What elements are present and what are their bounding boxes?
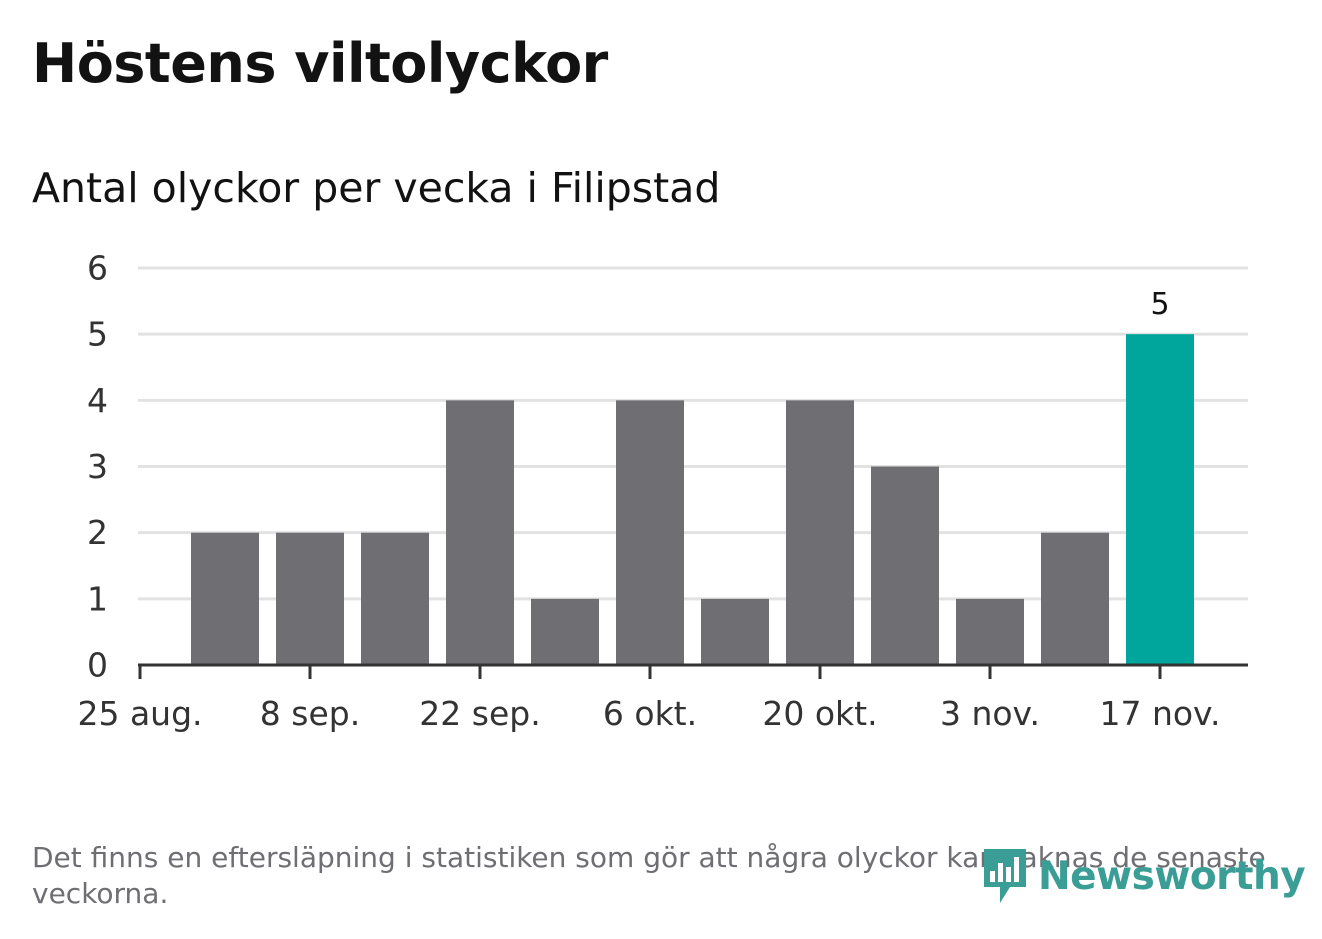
bar-chart-speech-bubble-icon [984,849,1026,903]
bar [956,598,1024,665]
bar [616,400,684,665]
bar [361,532,429,665]
x-tick-label: 17 nov. [1099,694,1220,733]
y-tick-label: 1 [87,579,108,618]
x-tick-label: 3 nov. [940,694,1040,733]
logo-text: Newsworthy [1038,853,1306,899]
bar [786,400,854,665]
y-tick-label: 2 [87,513,108,552]
footnote: Det finns en eftersläpning i statistiken… [32,841,1266,910]
y-tick-label: 4 [87,381,108,420]
bar [531,598,599,665]
bar [446,400,514,665]
x-tick-label: 22 sep. [419,694,540,733]
y-tick-label: 6 [87,249,108,288]
newsworthy-logo: Newsworthy [980,845,1306,907]
bar [276,532,344,665]
bar-value-label: 5 [1150,287,1169,322]
bar-chart: 0 1 2 3 4 5 6 5 25 aug. 8 sep. 22 sep. 6 okt. 20 okt… [77,249,1248,733]
x-tick-label: 25 aug. [77,694,202,733]
bar [191,532,259,665]
x-tick-label: 6 okt. [603,694,697,733]
x-tick-label: 20 okt. [762,694,877,733]
bar [1041,532,1109,665]
y-tick-label: 5 [87,315,108,354]
x-tick-label: 8 sep. [260,694,360,733]
bar [701,598,769,665]
y-tick-label: 0 [87,646,108,685]
y-tick-label: 3 [87,447,108,486]
chart-subtitle: Antal olyckor per vecka i Filipstad [32,164,721,212]
bar [1126,334,1194,665]
chart-title: Höstens viltolyckor [32,32,608,95]
bar [871,466,939,665]
